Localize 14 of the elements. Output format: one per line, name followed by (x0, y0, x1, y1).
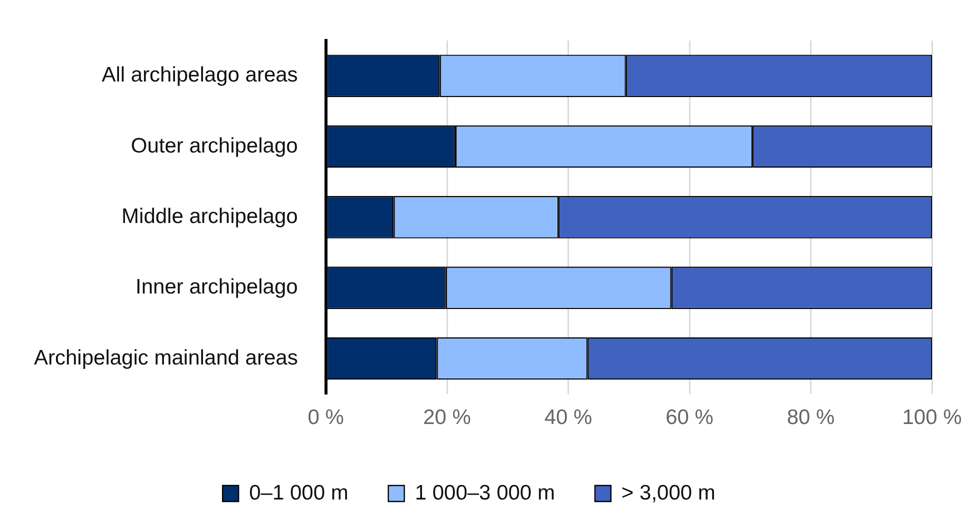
y-tick-label: Inner archipelago (136, 276, 298, 299)
x-tick-label: 40 % (544, 406, 592, 430)
legend-label: 1 000–3 000 m (414, 481, 555, 504)
x-tick-label: 80 % (786, 406, 835, 430)
x-tick-label: 60 % (666, 406, 714, 430)
y-tick-label: All archipelago areas (102, 64, 298, 87)
x-tick-label: 20 % (423, 406, 471, 430)
x-tick-label: 100 % (902, 406, 962, 430)
legend-label: > 3,000 m (621, 481, 716, 504)
y-tick-label: Outer archipelago (130, 134, 298, 158)
legend-label: 0–1 000 m (249, 481, 348, 504)
x-tick-label: 0 % (308, 406, 344, 430)
y-tick-label: Middle archipelago (122, 204, 298, 228)
y-tick-label: Archipelagic mainland areas (34, 346, 298, 370)
